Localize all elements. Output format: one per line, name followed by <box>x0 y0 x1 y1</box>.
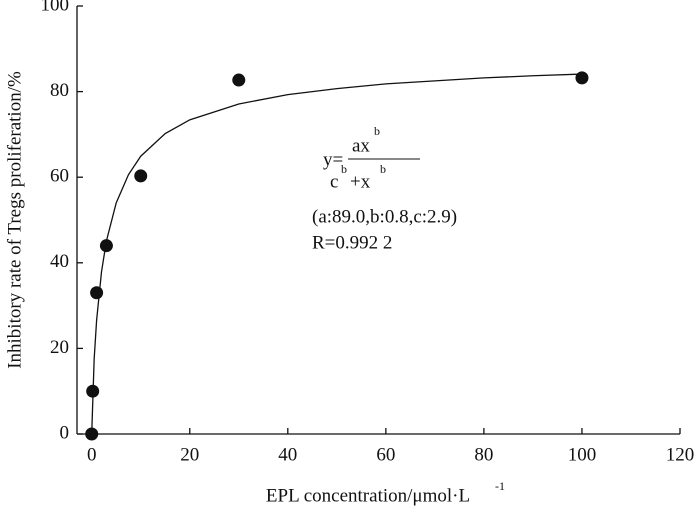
fit-curve <box>91 73 582 435</box>
y-tick-label: 60 <box>50 166 69 187</box>
y-tick-label: 0 <box>60 422 70 443</box>
equation-den: c <box>330 171 338 192</box>
y-tick-label: 20 <box>50 337 69 358</box>
data-point <box>85 427 99 441</box>
x-axis-label-sup: -1 <box>495 479 505 493</box>
data-point <box>134 169 148 183</box>
data-point <box>575 71 589 85</box>
x-tick-label: 80 <box>474 444 493 465</box>
x-tick-label: 0 <box>87 444 97 465</box>
data-point <box>99 239 113 253</box>
x-tick-label: 20 <box>180 444 199 465</box>
y-tick-label: 40 <box>50 251 69 272</box>
y-tick-label: 100 <box>41 0 70 15</box>
x-tick-label: 40 <box>278 444 297 465</box>
equation-lhs: y= <box>323 149 343 170</box>
x-tick-label: 60 <box>376 444 395 465</box>
equation-exp: b <box>380 162 386 176</box>
data-point <box>90 286 104 300</box>
equation-exp: b <box>341 162 347 176</box>
r-annotation: R=0.992 2 <box>312 232 392 253</box>
equation-den: +x <box>350 171 371 192</box>
y-axis-label: Inhibitory rate of Tregs proliferation/% <box>4 71 25 369</box>
params-annotation: (a:89.0,b:0.8,c:2.9) <box>312 206 457 227</box>
data-point <box>232 73 246 87</box>
x-axis-label: EPL concentration/μmol·L <box>266 485 470 506</box>
x-tick-label: 100 <box>568 444 597 465</box>
x-tick-label: 120 <box>666 444 695 465</box>
equation-num: ax <box>352 135 370 156</box>
y-tick-label: 80 <box>50 80 69 101</box>
equation-exp: b <box>374 124 380 138</box>
